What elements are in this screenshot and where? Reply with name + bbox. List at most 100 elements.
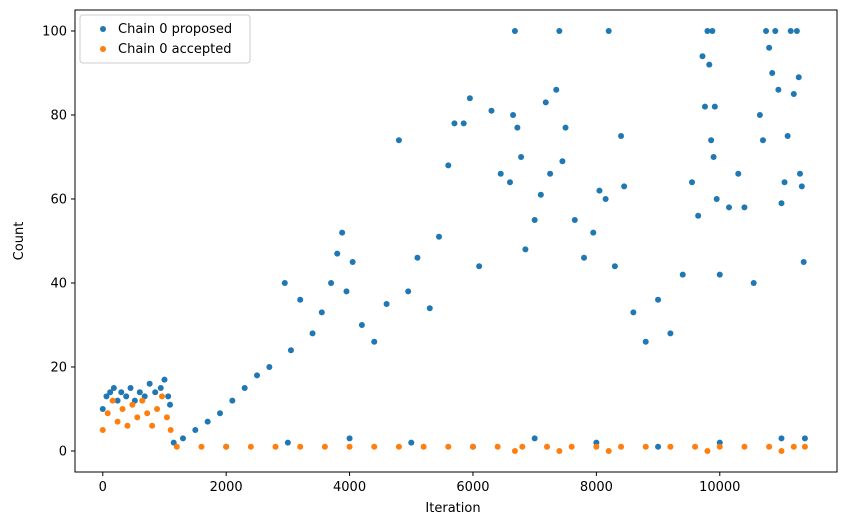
- accepted-point: [173, 443, 180, 450]
- proposed-point: [161, 376, 168, 383]
- proposed-point: [488, 107, 495, 114]
- x-axis-label: Iteration: [425, 501, 480, 516]
- proposed-point: [795, 74, 802, 81]
- accepted-point: [556, 448, 563, 454]
- proposed-point: [775, 86, 782, 93]
- proposed-point: [510, 112, 517, 118]
- proposed-point: [284, 439, 291, 446]
- proposed-point: [781, 179, 788, 186]
- proposed-point: [118, 389, 125, 396]
- proposed-point: [266, 364, 273, 370]
- proposed-point: [179, 435, 186, 442]
- accepted-point: [801, 443, 808, 450]
- proposed-point: [787, 28, 794, 34]
- accepted-point: [544, 443, 551, 450]
- proposed-point: [711, 103, 718, 110]
- accepted-point: [223, 443, 230, 450]
- proposed-point: [217, 410, 223, 417]
- proposed-point: [426, 305, 433, 312]
- proposed-point: [309, 330, 316, 337]
- proposed-point: [531, 217, 538, 223]
- proposed-point: [655, 443, 662, 450]
- proposed-point: [596, 187, 603, 194]
- y-tick-label: 20: [50, 361, 67, 376]
- proposed-point: [759, 137, 766, 144]
- proposed-point: [621, 183, 628, 190]
- proposed-point: [514, 124, 521, 131]
- accepted-point: [159, 393, 165, 400]
- accepted-point: [766, 443, 773, 450]
- proposed-point: [531, 435, 538, 442]
- proposed-point: [708, 137, 715, 144]
- accepted-point: [395, 443, 402, 450]
- proposed-point: [343, 288, 350, 295]
- proposed-point: [547, 170, 554, 177]
- proposed-point: [451, 120, 458, 127]
- accepted-point: [124, 422, 131, 429]
- proposed-point: [346, 435, 353, 442]
- proposed-point: [107, 389, 114, 396]
- proposed-point: [152, 389, 159, 396]
- proposed-point: [395, 137, 402, 144]
- proposed-point: [518, 154, 525, 160]
- proposed-point: [699, 53, 706, 60]
- proposed-point: [460, 120, 467, 127]
- accepted-point: [667, 443, 674, 450]
- proposed-point: [726, 204, 733, 211]
- plot-frame: [74, 9, 838, 473]
- accepted-point: [109, 397, 116, 404]
- proposed-point: [701, 103, 708, 110]
- proposed-point: [630, 309, 637, 316]
- accepted-series: [99, 393, 808, 454]
- accepted-point: [297, 443, 304, 450]
- proposed-point: [476, 263, 483, 270]
- y-tick-label: 80: [50, 109, 67, 124]
- accepted-point: [511, 448, 518, 454]
- y-axis: 0 20 40 60 80 100: [42, 25, 75, 460]
- proposed-point: [110, 385, 117, 391]
- proposed-point: [593, 439, 600, 446]
- proposed-point: [114, 397, 121, 404]
- proposed-point: [170, 439, 177, 446]
- proposed-point: [497, 170, 504, 177]
- proposed-point: [241, 385, 248, 391]
- proposed-point: [414, 254, 421, 261]
- accepted-point: [445, 443, 452, 450]
- proposed-point: [165, 393, 172, 400]
- x-tick-label: 4000: [333, 480, 366, 495]
- y-tick-label: 60: [50, 193, 67, 208]
- accepted-point: [154, 406, 161, 412]
- proposed-point: [334, 250, 341, 257]
- accepted-point: [104, 410, 111, 417]
- proposed-point: [709, 28, 716, 34]
- proposed-point: [99, 406, 106, 412]
- y-tick-label: 0: [59, 445, 67, 460]
- proposed-point: [506, 179, 513, 186]
- y-axis-label: Count: [12, 222, 27, 261]
- proposed-point: [611, 263, 618, 270]
- proposed-point: [800, 259, 807, 265]
- proposed-point: [146, 380, 153, 387]
- proposed-point: [229, 397, 236, 404]
- accepted-point: [247, 443, 254, 450]
- accepted-point: [642, 443, 649, 450]
- accepted-point: [420, 443, 427, 450]
- proposed-point: [562, 124, 569, 131]
- proposed-point: [537, 191, 544, 198]
- proposed-point: [750, 280, 757, 286]
- accepted-point: [139, 397, 146, 404]
- accepted-point: [119, 406, 126, 412]
- proposed-point: [763, 28, 770, 34]
- proposed-point: [318, 309, 325, 316]
- proposed-point: [254, 372, 261, 379]
- proposed-point: [408, 439, 415, 446]
- legend-label-proposed: Chain 0 proposed: [118, 22, 232, 37]
- proposed-point: [741, 204, 748, 211]
- proposed-point: [466, 95, 473, 102]
- proposed-point: [706, 61, 713, 68]
- proposed-point: [766, 44, 773, 51]
- accepted-point: [321, 443, 328, 450]
- x-tick-label: 10000: [699, 480, 740, 495]
- accepted-point: [134, 414, 141, 421]
- x-tick-label: 8000: [580, 480, 613, 495]
